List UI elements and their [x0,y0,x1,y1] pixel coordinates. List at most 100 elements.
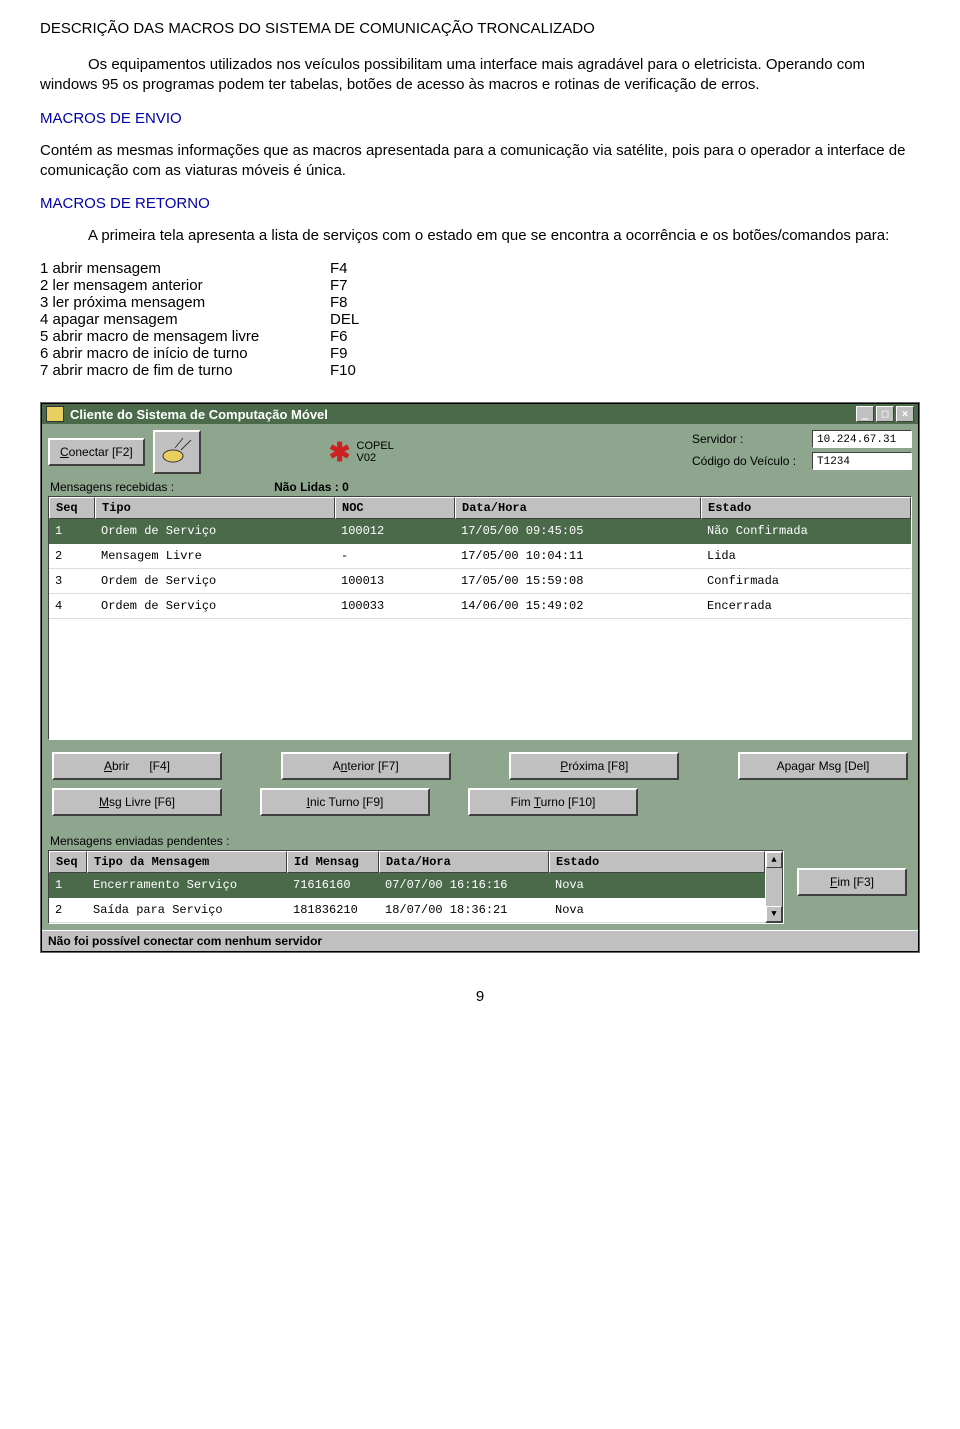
doc-p1: Os equipamentos utilizados nos veículos … [40,55,920,96]
cmd-label: 2 ler mensagem anterior [40,277,330,294]
doc-p3: A primeira tela apresenta a lista de ser… [40,226,920,246]
cmd-key: F6 [330,328,390,345]
logo-glyph: ✱ [329,441,351,464]
cell: 71616160 [287,873,379,897]
cell: 2 [49,898,87,922]
cell: 2 [49,544,95,568]
cell: 14/06/00 15:49:02 [455,594,701,618]
page-number: 9 [40,988,920,1005]
cell: Confirmada [701,569,911,593]
titlebar: Cliente do Sistema de Computação Móvel _… [42,404,918,424]
cell: Nova [549,873,765,897]
app-window: Cliente do Sistema de Computação Móvel _… [41,403,919,952]
table-empty-area [49,619,911,739]
satellite-icon [153,430,201,474]
cmd-key: F9 [330,345,390,362]
pending-label: Mensagens enviadas pendentes : [50,834,912,848]
maximize-button[interactable]: □ [876,406,894,422]
minimize-button[interactable]: _ [856,406,874,422]
cell: Mensagem Livre [95,544,335,568]
cell: 1 [49,519,95,543]
cell: Ordem de Serviço [95,519,335,543]
cell: Ordem de Serviço [95,594,335,618]
table-row[interactable]: 4 Ordem de Serviço 100033 14/06/00 15:49… [49,594,911,619]
scroll-down-button[interactable]: ▼ [766,906,782,922]
app-icon [46,406,64,422]
cmd-label: 7 abrir macro de fim de turno [40,362,330,379]
scroll-up-button[interactable]: ▲ [766,852,782,868]
cmd-key: F7 [330,277,390,294]
col-data[interactable]: Data/Hora [379,851,549,873]
table-row[interactable]: 2 Saída para Serviço 181836210 18/07/00 … [49,898,765,923]
cmd-label: 6 abrir macro de início de turno [40,345,330,362]
col-seq[interactable]: Seq [49,497,95,519]
anterior-button[interactable]: Anterior [F7] [281,752,451,780]
servidor-label: Servidor : [692,432,812,446]
cell: 100033 [335,594,455,618]
received-table: Seq Tipo NOC Data/Hora Estado 1 Ordem de… [48,496,912,740]
fim-turno-button[interactable]: Fim Turno [F10] [468,788,638,816]
statusbar: Não foi possível conectar com nenhum ser… [42,930,918,951]
cell: 100012 [335,519,455,543]
inic-turno-button[interactable]: Inic Turno [F9] [260,788,430,816]
cell: 181836210 [287,898,379,922]
col-data[interactable]: Data/Hora [455,497,701,519]
pending-table: Seq Tipo da Mensagem Id Mensag Data/Hora… [48,850,784,924]
nao-lidas-label: Não Lidas : 0 [274,480,349,494]
cell: 17/05/00 15:59:08 [455,569,701,593]
table-row[interactable]: 2 Mensagem Livre - 17/05/00 10:04:11 Lid… [49,544,911,569]
cell: 100013 [335,569,455,593]
cell: Não Confirmada [701,519,911,543]
cell: 4 [49,594,95,618]
cell: Saída para Serviço [87,898,287,922]
col-seq[interactable]: Seq [49,851,87,873]
command-list: 1 abrir mensagemF4 2 ler mensagem anteri… [40,260,920,379]
table-row[interactable]: 1 Encerramento Serviço 71616160 07/07/00… [49,873,765,898]
col-id[interactable]: Id Mensag [287,851,379,873]
doc-p2: Contém as mesmas informações que as macr… [40,141,920,182]
cell: 18/07/00 18:36:21 [379,898,549,922]
col-tipo[interactable]: Tipo [95,497,335,519]
col-tipo[interactable]: Tipo da Mensagem [87,851,287,873]
abrir-button[interactable]: Abrir [F4] [52,752,222,780]
scrollbar[interactable]: ▲ ▼ [765,851,783,923]
doc-title: DESCRIÇÃO DAS MACROS DO SISTEMA DE COMUN… [40,20,920,37]
cmd-key: F4 [330,260,390,277]
cell: 3 [49,569,95,593]
cell: Nova [549,898,765,922]
cmd-key: F8 [330,294,390,311]
cmd-label: 1 abrir mensagem [40,260,330,277]
cell: Encerramento Serviço [87,873,287,897]
cmd-key: DEL [330,311,390,328]
table-row[interactable]: 1 Ordem de Serviço 100012 17/05/00 09:45… [49,519,911,544]
msg-livre-button[interactable]: Msg Livre [F6] [52,788,222,816]
cell: 17/05/00 10:04:11 [455,544,701,568]
cell: 17/05/00 09:45:05 [455,519,701,543]
logo-line1: COPEL [357,440,394,452]
section-retorno: MACROS DE RETORNO [40,195,920,212]
logo: ✱ COPEL V02 [329,440,394,464]
cmd-label: 4 apagar mensagem [40,311,330,328]
cell: Encerrada [701,594,911,618]
cell: - [335,544,455,568]
apagar-button[interactable]: Apagar Msg [Del] [738,752,908,780]
servidor-field[interactable]: 10.224.67.31 [812,430,912,448]
logo-line2: V02 [357,452,394,464]
connect-button[interactable]: Conectar [F2] [48,438,145,466]
codigo-label: Código do Veículo : [692,454,812,468]
cell: 07/07/00 16:16:16 [379,873,549,897]
cmd-label: 5 abrir macro de mensagem livre [40,328,330,345]
codigo-field[interactable]: T1234 [812,452,912,470]
cell: Lida [701,544,911,568]
table-row[interactable]: 3 Ordem de Serviço 100013 17/05/00 15:59… [49,569,911,594]
proxima-button[interactable]: Próxima [F8] [509,752,679,780]
fim-button[interactable]: Fim [F3] [797,868,907,896]
col-estado[interactable]: Estado [701,497,911,519]
cmd-key: F10 [330,362,390,379]
section-envio: MACROS DE ENVIO [40,110,920,127]
close-button[interactable]: × [896,406,914,422]
col-noc[interactable]: NOC [335,497,455,519]
cmd-label: 3 ler próxima mensagem [40,294,330,311]
col-estado[interactable]: Estado [549,851,765,873]
window-title: Cliente do Sistema de Computação Móvel [70,407,856,422]
